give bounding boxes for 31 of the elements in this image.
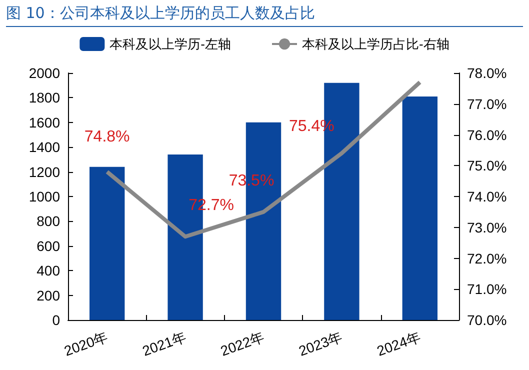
y-tick-label: 1200	[28, 164, 60, 180]
y-tick-label: 2000	[28, 65, 60, 81]
y2-tick-label: 77.0%	[467, 96, 507, 112]
y2-tick-label: 73.0%	[467, 219, 507, 236]
y2-tick-label: 75.0%	[467, 158, 507, 174]
y2-tick-label: 74.0%	[467, 188, 507, 204]
data-label: 74.8%	[84, 128, 130, 146]
y-tick-label: 1800	[28, 90, 60, 106]
bar	[90, 166, 125, 320]
chart-title: 图 10：公司本科及以上学历的员工人数及占比	[6, 4, 523, 27]
y-tick-label: 600	[36, 238, 60, 254]
y-tick-label: 1400	[28, 139, 60, 156]
y2-tick-label: 78.0%	[467, 65, 507, 81]
x-tick-label: 2022年	[218, 328, 266, 359]
y-tick-label: 0	[52, 312, 60, 328]
y-tick-label: 1600	[28, 114, 60, 130]
y-tick-label: 1000	[28, 188, 60, 204]
y2-tick-label: 71.0%	[467, 281, 507, 298]
y2-tick-label: 76.0%	[467, 126, 507, 143]
y-tick-label: 400	[36, 262, 60, 279]
y-tick-label: 200	[36, 287, 60, 304]
y2-tick-label: 70.0%	[467, 312, 507, 328]
y2-tick-label: 72.0%	[467, 250, 507, 266]
legend-label: 本科及以上学历-左轴	[110, 36, 232, 52]
x-tick-label: 2023年	[296, 328, 344, 359]
x-tick-label: 2024年	[374, 328, 423, 359]
legend-label: 本科及以上学历占比-右轴	[302, 36, 450, 52]
bar	[402, 96, 438, 320]
x-tick-label: 2020年	[62, 328, 110, 359]
x-tick-label: 2021年	[140, 328, 188, 359]
y-tick-label: 800	[36, 213, 60, 230]
